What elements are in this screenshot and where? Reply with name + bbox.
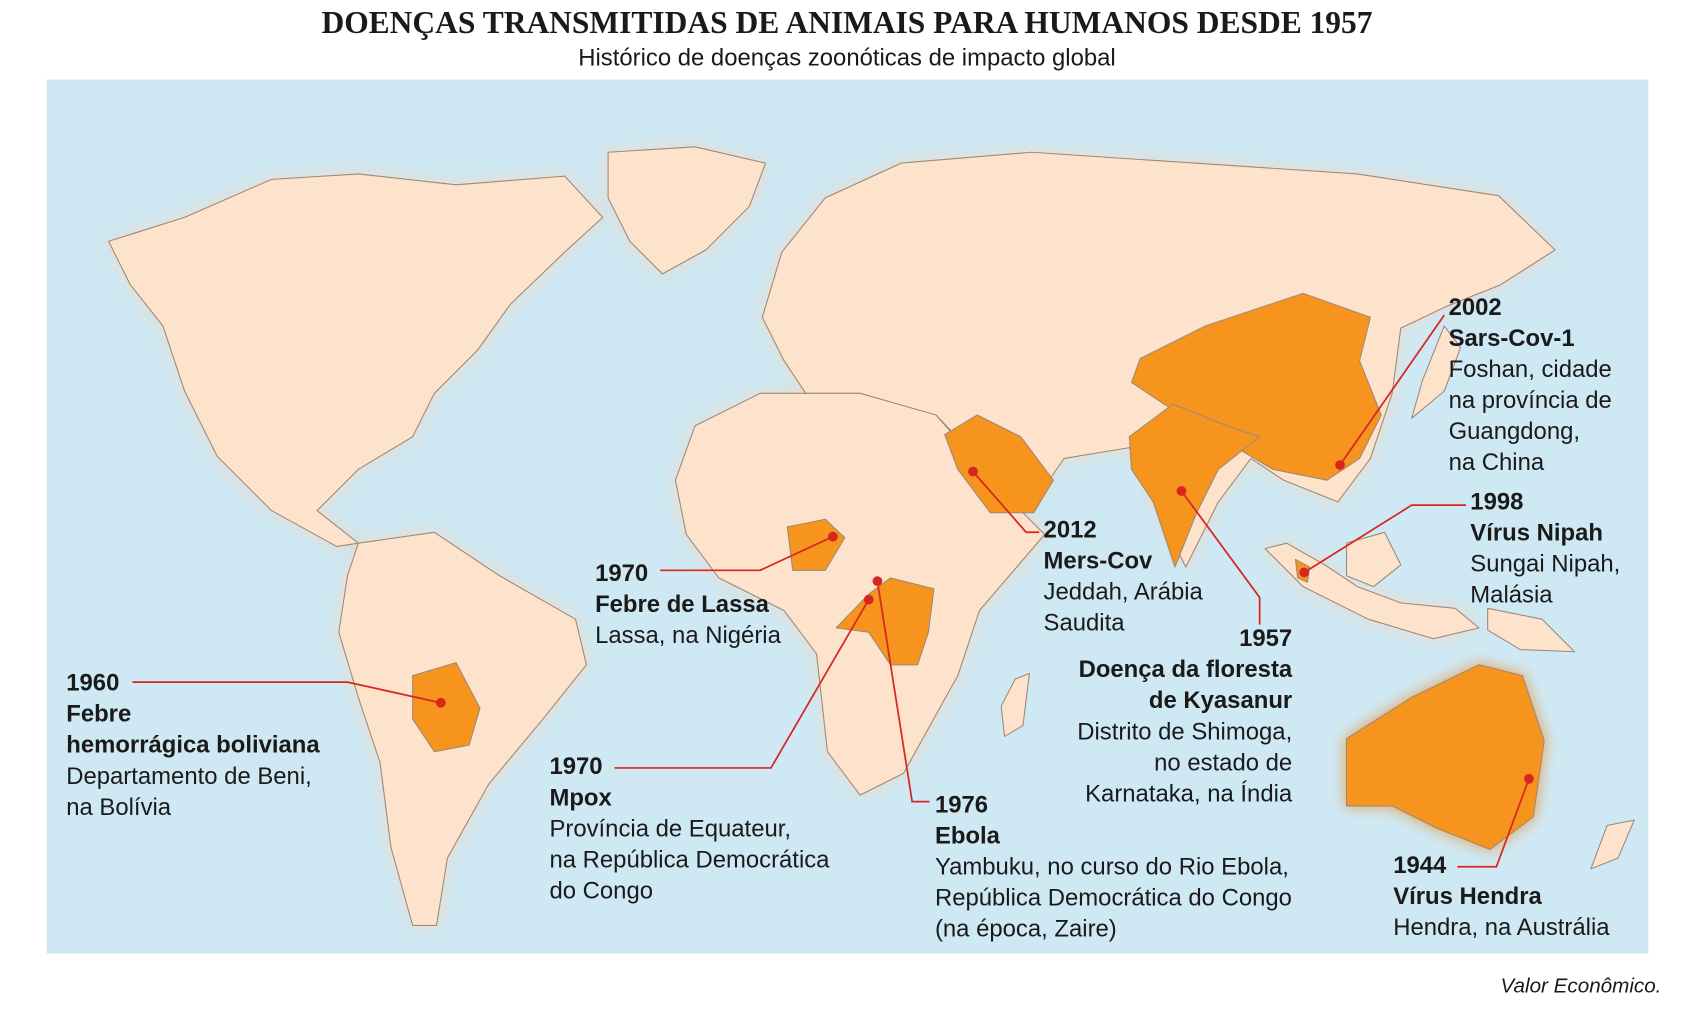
new-guinea [1487, 607, 1576, 653]
annotation-description: Departamento de Beni, [66, 763, 312, 790]
location-dot [1524, 773, 1534, 784]
leader-line [972, 470, 1040, 534]
annotation-description: Guangdong, [1449, 418, 1580, 445]
annotation-name: de Kyasanur [1149, 687, 1292, 714]
location-dot [1299, 567, 1310, 578]
annotation-description: Karnataka, na Índia [1085, 780, 1293, 807]
annotation-name: Mers-Cov [1044, 548, 1154, 575]
annotation-description: no estado de [1154, 749, 1292, 776]
annotation-name: Febre de Lassa [595, 591, 770, 618]
annotation-description: na província de [1449, 387, 1612, 414]
dr-congo [835, 577, 935, 666]
location-dot [435, 697, 446, 708]
highlighted-countries [412, 292, 1382, 753]
annotation-name: Doença da floresta [1079, 656, 1293, 683]
leader-line [1457, 778, 1530, 868]
annotation-year: 1944 [1393, 852, 1447, 879]
annotation-description: Foshan, cidade [1449, 356, 1612, 383]
annotation-description: do Congo [549, 877, 653, 904]
australia [1345, 664, 1545, 850]
annotation-year: 1960 [66, 670, 119, 697]
annotations: 2002 Sars-Cov-1 Foshan, cidade na província… [66, 294, 1620, 943]
annotation-year: 2012 [1044, 517, 1097, 544]
annotation-name: Vírus Nipah [1470, 519, 1603, 546]
annotation-name: Vírus Hendra [1393, 883, 1542, 910]
annotation-description: Yambuku, no curso do Rio Ebola, [935, 853, 1289, 880]
annotation-description: Jeddah, Arábia [1044, 579, 1204, 606]
title: DOENÇAS TRANSMITIDAS DE ANIMAIS PARA HUM… [321, 5, 1372, 40]
annotation-description: Província de Equateur, [549, 815, 791, 842]
annotation-year: 1998 [1470, 488, 1523, 515]
india [1128, 403, 1261, 568]
annotation-year: 2002 [1449, 294, 1502, 321]
annotation-name: Ebola [935, 822, 1001, 849]
annotation-name: hemorrágica boliviana [66, 732, 320, 759]
southeast-asia-islands [1264, 542, 1480, 640]
leader-line [660, 535, 834, 572]
leader-line [614, 599, 870, 769]
annotation-name: Sars-Cov-1 [1449, 325, 1575, 352]
annotation-name: Mpox [549, 784, 612, 811]
china [1130, 292, 1382, 481]
location-dot [863, 594, 874, 605]
annotation-year: 1976 [935, 791, 988, 818]
location-dot [1335, 460, 1345, 470]
leader-line [1303, 504, 1466, 574]
annotation-year: 1970 [549, 753, 602, 780]
bolivia [412, 662, 481, 753]
location-dot [1176, 486, 1187, 496]
madagascar [1000, 672, 1030, 737]
leader-line [876, 581, 930, 803]
greenland [607, 146, 767, 275]
annotation-year: 1957 [1239, 625, 1292, 652]
location-dot [968, 466, 978, 477]
leader-line [1339, 314, 1445, 466]
location-dot [872, 576, 883, 587]
annotation-description: na China [1449, 449, 1545, 476]
saudi-arabia [944, 414, 1054, 514]
source: Valor Econômico. [1501, 975, 1662, 998]
borneo [1345, 531, 1402, 588]
annotation-description: na República Democrática [549, 846, 830, 873]
annotation-description: Malásia [1470, 581, 1553, 608]
leader-line [132, 681, 442, 704]
annotation-description: Distrito de Shimoga, [1077, 718, 1292, 745]
annotation-description: na Bolívia [66, 794, 172, 821]
japan [1411, 325, 1462, 419]
location-dot [827, 531, 838, 542]
annotation-year: 1970 [595, 560, 648, 587]
annotation-description: (na época, Zaire) [935, 915, 1117, 942]
annotation-description: Lassa, na Nigéria [595, 622, 782, 649]
new-zealand [1590, 819, 1635, 870]
annotation-description: Hendra, na Austrália [1393, 914, 1610, 941]
annotation-description: República Democrática do Congo [935, 884, 1292, 911]
north-america [108, 173, 604, 547]
annotation-name: Febre [66, 701, 131, 728]
subtitle: Histórico de doenças zoonóticas de impac… [578, 44, 1116, 71]
annotation-description: Saudita [1044, 610, 1126, 637]
annotation-description: Sungai Nipah, [1470, 550, 1620, 577]
africa [674, 392, 1046, 796]
leader-line [1180, 490, 1261, 625]
